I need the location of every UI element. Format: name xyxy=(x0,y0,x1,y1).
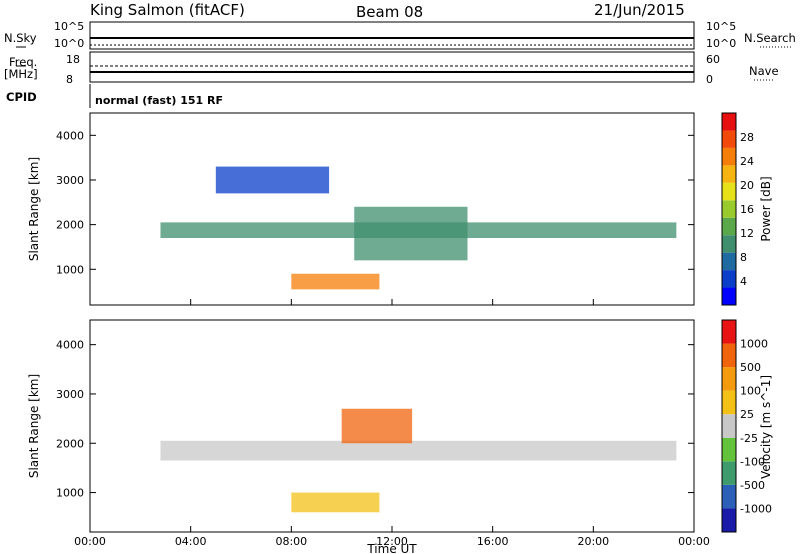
colorbar-segment xyxy=(722,217,736,236)
x-tick-label: 00:00 xyxy=(74,535,106,548)
colorbar-tick-label: 25 xyxy=(740,408,754,421)
status-panels xyxy=(16,21,792,108)
power-colorbar: 4 8 12 16 20 24 28 xyxy=(721,112,754,306)
colorbar-segment xyxy=(722,390,736,415)
colorbar-segment xyxy=(722,287,736,305)
velocity-panel: 1000 2000 3000 4000 xyxy=(56,319,695,533)
colorbar-frame xyxy=(721,319,737,533)
colorbar-segment xyxy=(722,367,736,391)
colorbar-tick-label: 100 xyxy=(740,385,761,398)
colorbar-segment xyxy=(722,414,736,438)
colorbar-segment xyxy=(722,113,736,131)
freq-panel xyxy=(89,51,695,83)
colorbar-tick-label: 12 xyxy=(740,227,754,240)
nave-label: Nave xyxy=(749,64,779,78)
nsky-label: N.Sky xyxy=(4,31,37,45)
colorbar-segment xyxy=(722,235,736,253)
time-xlabel: Time UT xyxy=(366,542,417,554)
nave-tick-bottom: 0 xyxy=(706,73,713,86)
scatter-region xyxy=(354,206,468,261)
nave-tick-top: 60 xyxy=(706,53,720,66)
colorbar-segment xyxy=(722,320,736,344)
power-scatter xyxy=(160,166,677,290)
colorbar-segment xyxy=(722,437,736,462)
power-ylabel: Slant Range [km] xyxy=(27,157,41,261)
scatter-region xyxy=(215,166,330,194)
scatter-region xyxy=(291,492,380,513)
colorbar-segment xyxy=(722,343,736,368)
y-tick-label: 4000 xyxy=(56,129,84,142)
colorbar-tick-label: 1000 xyxy=(740,338,768,351)
colorbar-segment xyxy=(722,484,736,509)
x-tick-label: 00:00 xyxy=(678,535,710,548)
time-axis: 00:00 04:00 08:00 12:00 16:00 20:00 00:00 xyxy=(74,299,710,548)
colorbar-tick-label: 4 xyxy=(740,275,747,288)
colorbar-tick-label: -25 xyxy=(740,432,758,445)
velocity-colorbar-label: Velocity [m s^-1] xyxy=(759,375,773,479)
x-tick-label: 12:00 xyxy=(376,535,408,548)
colorbar-tick-label: 24 xyxy=(740,155,754,168)
x-tick-label: 16:00 xyxy=(477,535,509,548)
colorbar-tick-label: 16 xyxy=(740,203,754,216)
noise-tick-top-left: 10^5 xyxy=(54,20,85,33)
power-y-axis: 1000 2000 3000 4000 xyxy=(56,129,694,276)
velocity-scatter xyxy=(160,408,677,513)
colorbar-tick-label: 500 xyxy=(740,361,761,374)
nsearch-label: N.Search xyxy=(744,31,796,45)
noise-tick-bottom-right: 10^0 xyxy=(706,37,737,50)
y-tick-label: 3000 xyxy=(56,174,84,187)
station-title: King Salmon (fitACF) xyxy=(90,1,245,19)
colorbar-segment xyxy=(722,270,736,288)
y-tick-label: 2000 xyxy=(56,219,84,232)
y-tick-label: 3000 xyxy=(56,388,84,401)
noise-panel xyxy=(89,21,695,50)
x-tick-label: 08:00 xyxy=(275,535,307,548)
cpid-text: normal (fast) 151 RF xyxy=(95,94,223,107)
colorbar-segment xyxy=(722,508,736,532)
power-panel: 1000 2000 3000 4000 xyxy=(56,112,695,306)
colorbar-frame xyxy=(721,112,737,306)
colorbar-segment xyxy=(722,252,736,271)
scatter-region xyxy=(160,440,677,461)
scatter-region xyxy=(291,273,380,290)
freq-tick-bottom: 8 xyxy=(66,73,73,86)
colorbar-tick-label: -1000 xyxy=(740,502,772,515)
noise-tick-bottom-left: 10^0 xyxy=(54,37,85,50)
colorbar-segment xyxy=(722,147,736,166)
velocity-ylabel: Slant Range [km] xyxy=(27,374,41,478)
date-title: 21/Jun/2015 xyxy=(594,1,685,19)
colorbar-segment xyxy=(722,200,736,218)
freq-tick-top: 18 xyxy=(66,53,80,66)
velocity-y-axis: 1000 2000 3000 4000 xyxy=(56,339,694,500)
colorbar-segment xyxy=(722,461,736,485)
colorbar-tick-label: -100 xyxy=(740,455,765,468)
mhz-label: [MHz] xyxy=(4,67,38,81)
colorbar-segment xyxy=(722,182,736,201)
y-tick-label: 2000 xyxy=(56,437,84,450)
x-tick-label: 20:00 xyxy=(577,535,609,548)
colorbar-tick-label: -500 xyxy=(740,479,765,492)
colorbar-segment xyxy=(722,165,736,183)
colorbar-tick-label: 28 xyxy=(740,131,754,144)
noise-tick-top-right: 10^5 xyxy=(706,20,737,33)
y-tick-label: 4000 xyxy=(56,339,84,352)
beam-title: Beam 08 xyxy=(356,3,424,21)
colorbar-segment xyxy=(722,130,736,148)
velocity-colorbar: 1000 500 100 25 -25 -100 -500 -1000 xyxy=(721,319,772,533)
power-colorbar-label: Power [dB] xyxy=(759,176,773,241)
cpid-label: CPID xyxy=(6,90,37,104)
x-tick-label: 04:00 xyxy=(175,535,207,548)
y-tick-label: 1000 xyxy=(56,487,84,500)
colorbar-tick-label: 8 xyxy=(740,251,747,264)
scatter-region xyxy=(341,408,413,444)
y-tick-label: 1000 xyxy=(56,263,84,276)
colorbar-tick-label: 20 xyxy=(740,179,754,192)
